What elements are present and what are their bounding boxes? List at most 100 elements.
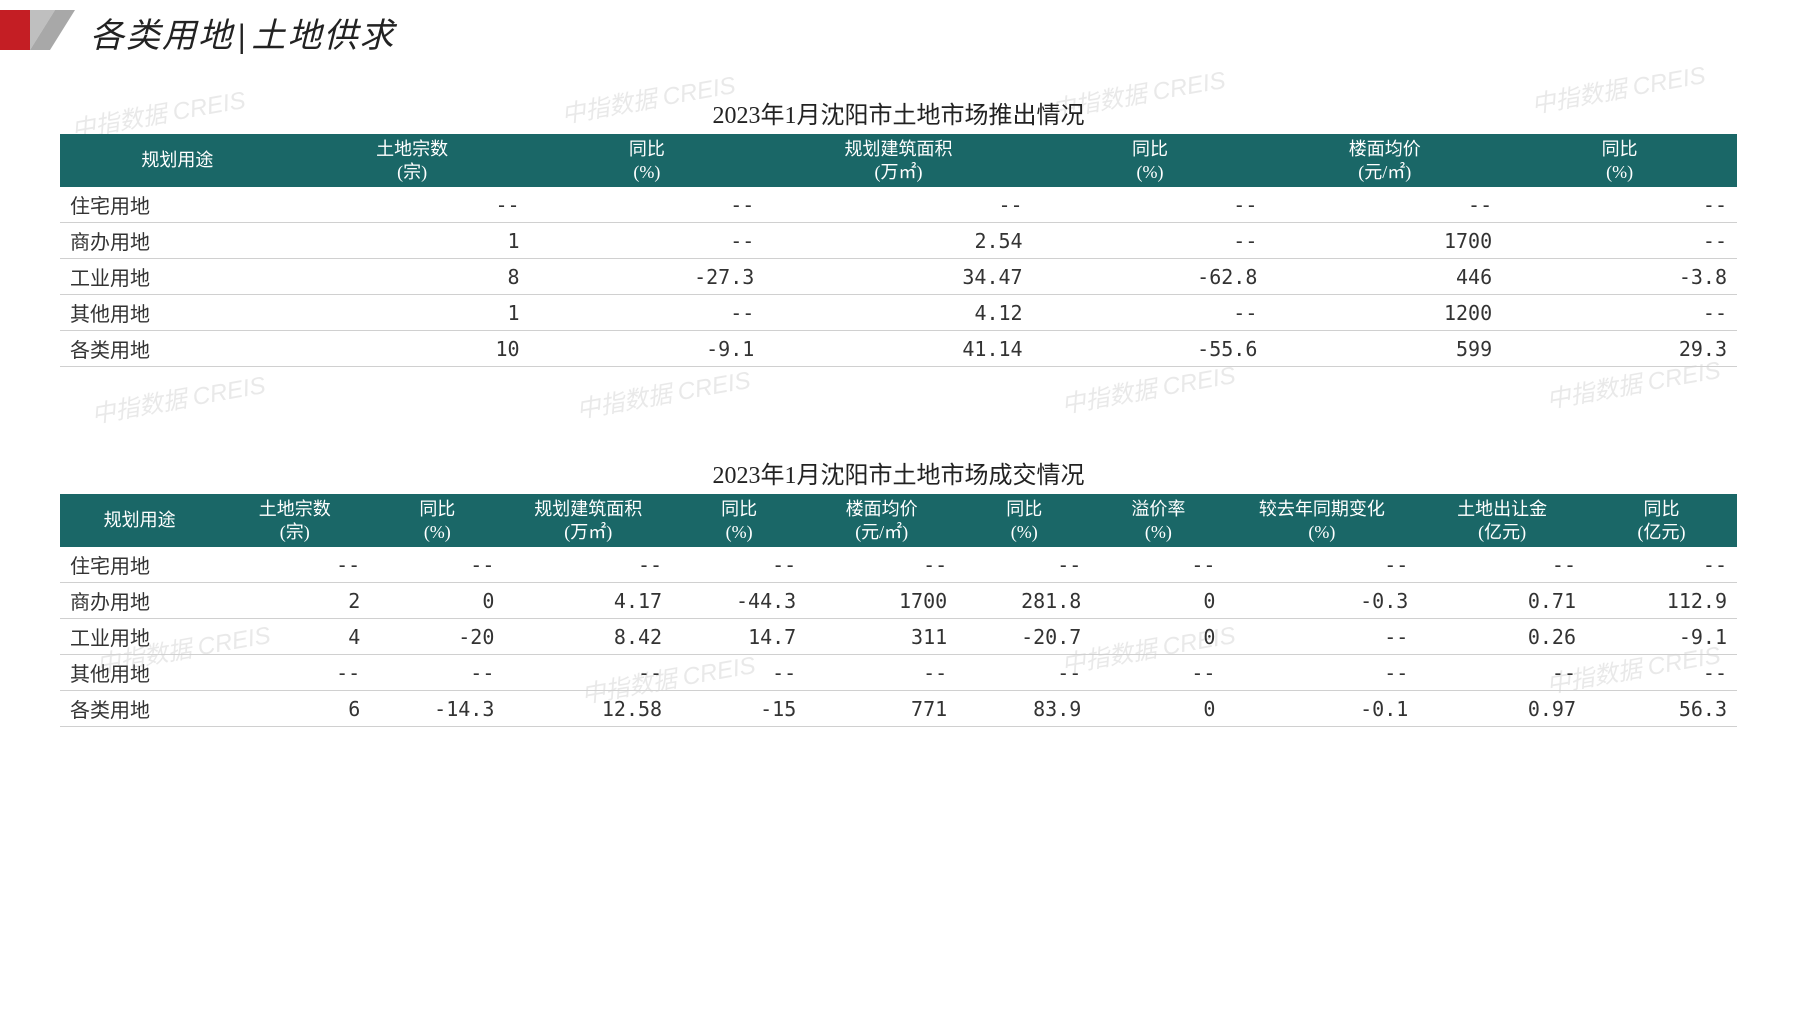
col-header: 规划用途	[60, 134, 295, 187]
row-label: 各类用地	[60, 331, 295, 367]
cell: 8.42	[504, 619, 672, 655]
cell: -55.6	[1033, 331, 1268, 367]
table2-header-row: 规划用途土地宗数(宗)同比(%)规划建筑面积(万㎡)同比(%)楼面均价(元/㎡)…	[60, 494, 1737, 547]
cell: --	[1502, 295, 1737, 331]
table2: 规划用途土地宗数(宗)同比(%)规划建筑面积(万㎡)同比(%)楼面均价(元/㎡)…	[60, 494, 1737, 727]
col-header: 土地宗数(宗)	[219, 494, 370, 547]
cell: 8	[295, 259, 530, 295]
cell: --	[764, 187, 1032, 223]
cell: --	[504, 655, 672, 691]
cell: -44.3	[672, 583, 806, 619]
cell: --	[1225, 619, 1418, 655]
cell: --	[219, 655, 370, 691]
row-label: 住宅用地	[60, 187, 295, 223]
table-row: 住宅用地--------------------	[60, 547, 1737, 583]
cell: -0.1	[1225, 691, 1418, 727]
cell: --	[530, 295, 765, 331]
table-row: 商办用地204.17-44.31700281.80-0.30.71112.9	[60, 583, 1737, 619]
table-row: 其他用地1--4.12--1200--	[60, 295, 1737, 331]
col-header: 同比(%)	[672, 494, 806, 547]
cell: -9.1	[1586, 619, 1737, 655]
col-header: 同比(%)	[370, 494, 504, 547]
cell: --	[530, 223, 765, 259]
cell: 0	[370, 583, 504, 619]
row-label: 工业用地	[60, 619, 219, 655]
cell: 0	[1091, 691, 1225, 727]
cell: 12.58	[504, 691, 672, 727]
cell: --	[370, 655, 504, 691]
table-row: 各类用地10-9.141.14-55.659929.3	[60, 331, 1737, 367]
cell: 10	[295, 331, 530, 367]
cell: 29.3	[1502, 331, 1737, 367]
cell: -62.8	[1033, 259, 1268, 295]
cell: --	[806, 655, 957, 691]
cell: 56.3	[1586, 691, 1737, 727]
logo	[0, 10, 75, 50]
cell: 1200	[1267, 295, 1502, 331]
cell: -9.1	[530, 331, 765, 367]
row-label: 商办用地	[60, 583, 219, 619]
cell: --	[1418, 547, 1586, 583]
cell: --	[530, 187, 765, 223]
cell: --	[1586, 547, 1737, 583]
cell: 0	[1091, 619, 1225, 655]
col-header: 同比(%)	[1502, 134, 1737, 187]
row-label: 其他用地	[60, 655, 219, 691]
col-header: 规划用途	[60, 494, 219, 547]
cell: 34.47	[764, 259, 1032, 295]
cell: 4.17	[504, 583, 672, 619]
cell: --	[957, 547, 1091, 583]
col-header: 溢价率(%)	[1091, 494, 1225, 547]
cell: 2	[219, 583, 370, 619]
page-title: 各类用地|土地供求	[90, 8, 396, 57]
table1-body: 住宅用地------------商办用地1--2.54--1700--工业用地8…	[60, 187, 1737, 367]
cell: --	[295, 187, 530, 223]
section-table-2: 2023年1月沈阳市土地市场成交情况 规划用途土地宗数(宗)同比(%)规划建筑面…	[60, 455, 1737, 727]
cell: --	[957, 655, 1091, 691]
table-row: 工业用地8-27.334.47-62.8446-3.8	[60, 259, 1737, 295]
cell: 0.71	[1418, 583, 1586, 619]
cell: --	[1091, 655, 1225, 691]
table-row: 其他用地--------------------	[60, 655, 1737, 691]
table1-title: 2023年1月沈阳市土地市场推出情况	[60, 95, 1737, 130]
cell: --	[1033, 223, 1268, 259]
watermark: 中指数据 CREIS	[88, 365, 267, 430]
cell: --	[219, 547, 370, 583]
cell: 6	[219, 691, 370, 727]
row-label: 住宅用地	[60, 547, 219, 583]
col-header: 规划建筑面积(万㎡)	[504, 494, 672, 547]
cell: -15	[672, 691, 806, 727]
table2-body: 住宅用地--------------------商办用地204.17-44.31…	[60, 547, 1737, 727]
cell: 599	[1267, 331, 1502, 367]
col-header: 较去年同期变化(%)	[1225, 494, 1418, 547]
cell: --	[1225, 655, 1418, 691]
col-header: 同比(%)	[1033, 134, 1268, 187]
cell: 4.12	[764, 295, 1032, 331]
table1-header-row: 规划用途土地宗数(宗)同比(%)规划建筑面积(万㎡)同比(%)楼面均价(元/㎡)…	[60, 134, 1737, 187]
col-header: 楼面均价(元/㎡)	[1267, 134, 1502, 187]
cell: -3.8	[1502, 259, 1737, 295]
cell: --	[1033, 295, 1268, 331]
cell: --	[504, 547, 672, 583]
row-label: 其他用地	[60, 295, 295, 331]
cell: -20	[370, 619, 504, 655]
cell: --	[672, 547, 806, 583]
cell: --	[1225, 547, 1418, 583]
cell: -20.7	[957, 619, 1091, 655]
cell: --	[1033, 187, 1268, 223]
cell: 446	[1267, 259, 1502, 295]
col-header: 同比(亿元)	[1586, 494, 1737, 547]
col-header: 土地出让金(亿元)	[1418, 494, 1586, 547]
col-header: 规划建筑面积(万㎡)	[764, 134, 1032, 187]
table-row: 商办用地1--2.54--1700--	[60, 223, 1737, 259]
cell: --	[1502, 187, 1737, 223]
watermark: 中指数据 CREIS	[573, 360, 752, 425]
col-header: 楼面均价(元/㎡)	[806, 494, 957, 547]
table-row: 住宅用地------------	[60, 187, 1737, 223]
cell: --	[1267, 187, 1502, 223]
cell: --	[1586, 655, 1737, 691]
cell: 1	[295, 223, 530, 259]
cell: 14.7	[672, 619, 806, 655]
cell: --	[1502, 223, 1737, 259]
title-divider: |	[238, 18, 248, 55]
